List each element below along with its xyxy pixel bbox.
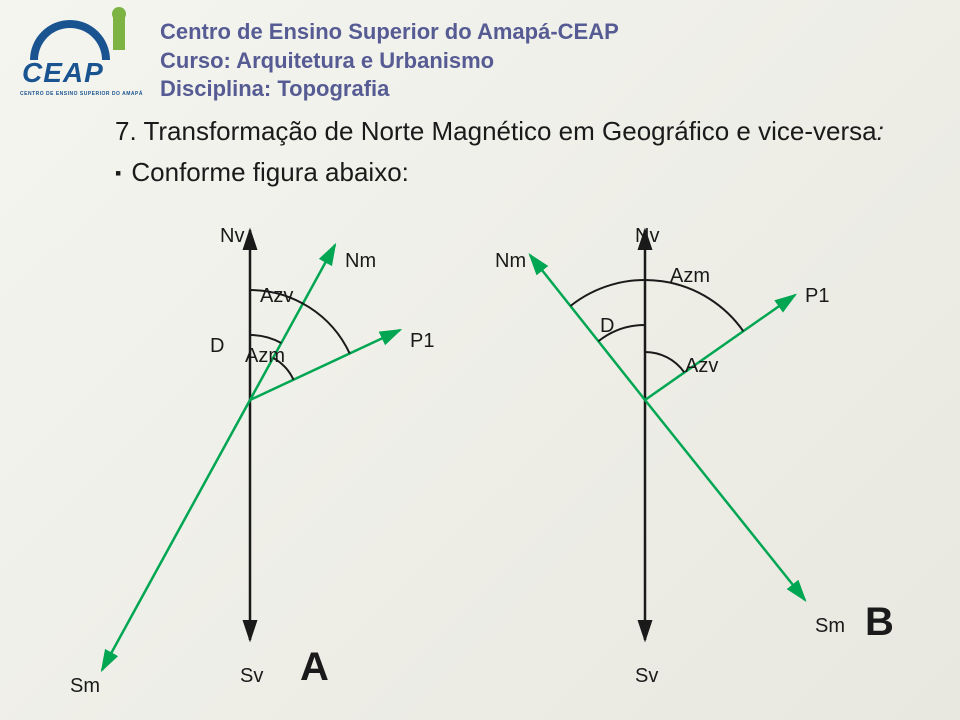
diagram-label-d: D bbox=[210, 335, 224, 358]
diagram-label-p1: P1 bbox=[805, 285, 829, 308]
diagram-label-nv: Nv bbox=[220, 225, 244, 248]
section-title-text: Transformação de Norte Magnético em Geog… bbox=[143, 116, 876, 146]
logo-ball-shape bbox=[112, 7, 126, 21]
section-title-colon: : bbox=[877, 116, 884, 146]
header-line-3: Disciplina: Topografia bbox=[160, 75, 920, 104]
diagram-label-sv: Sv bbox=[240, 665, 263, 688]
diagram-label-azm: Azm bbox=[245, 345, 285, 368]
diagram-label-nm: Nm bbox=[495, 250, 526, 273]
diagram-label-azv: Azv bbox=[685, 355, 718, 378]
diagram-label-a: A bbox=[300, 645, 329, 690]
logo-text: CEAP bbox=[22, 57, 104, 89]
logo-subtext: CENTRO DE ENSINO SUPERIOR DO AMAPÁ bbox=[20, 91, 143, 97]
header-line-1: Centro de Ensino Superior do Amapá-CEAP bbox=[160, 18, 920, 47]
slide-content: 7. Transformação de Norte Magnético em G… bbox=[115, 115, 920, 188]
diagram-label-sv: Sv bbox=[635, 665, 658, 688]
ceap-logo: CEAP CENTRO DE ENSINO SUPERIOR DO AMAPÁ bbox=[20, 15, 150, 105]
diagram-label-azm: Azm bbox=[670, 265, 710, 288]
diagram-label-b: B bbox=[865, 600, 894, 645]
diagram-label-sm: Sm bbox=[815, 615, 845, 638]
section-title: 7. Transformação de Norte Magnético em G… bbox=[115, 115, 920, 149]
diagram-label-sm: Sm bbox=[70, 675, 100, 698]
logo-arc-shape bbox=[30, 20, 110, 60]
diagram-label-p1: P1 bbox=[410, 330, 434, 353]
diagram-label-azv: Azv bbox=[260, 285, 293, 308]
header-line-2: Curso: Arquitetura e Urbanismo bbox=[160, 47, 920, 76]
section-number: 7. bbox=[115, 116, 137, 146]
slide-header: Centro de Ensino Superior do Amapá-CEAP … bbox=[160, 18, 920, 104]
diagram-label-nm: Nm bbox=[345, 250, 376, 273]
bullet-conforme: Conforme figura abaixo: bbox=[115, 157, 920, 188]
diagram-label-d: D bbox=[600, 315, 614, 338]
diagrams-area: Nv Nm Sv Sm P1 Azv Azm D A Nv Nm Sv Sm P1 Azm Azv D B bbox=[0, 210, 960, 720]
diagram-label-nv: Nv bbox=[635, 225, 659, 248]
